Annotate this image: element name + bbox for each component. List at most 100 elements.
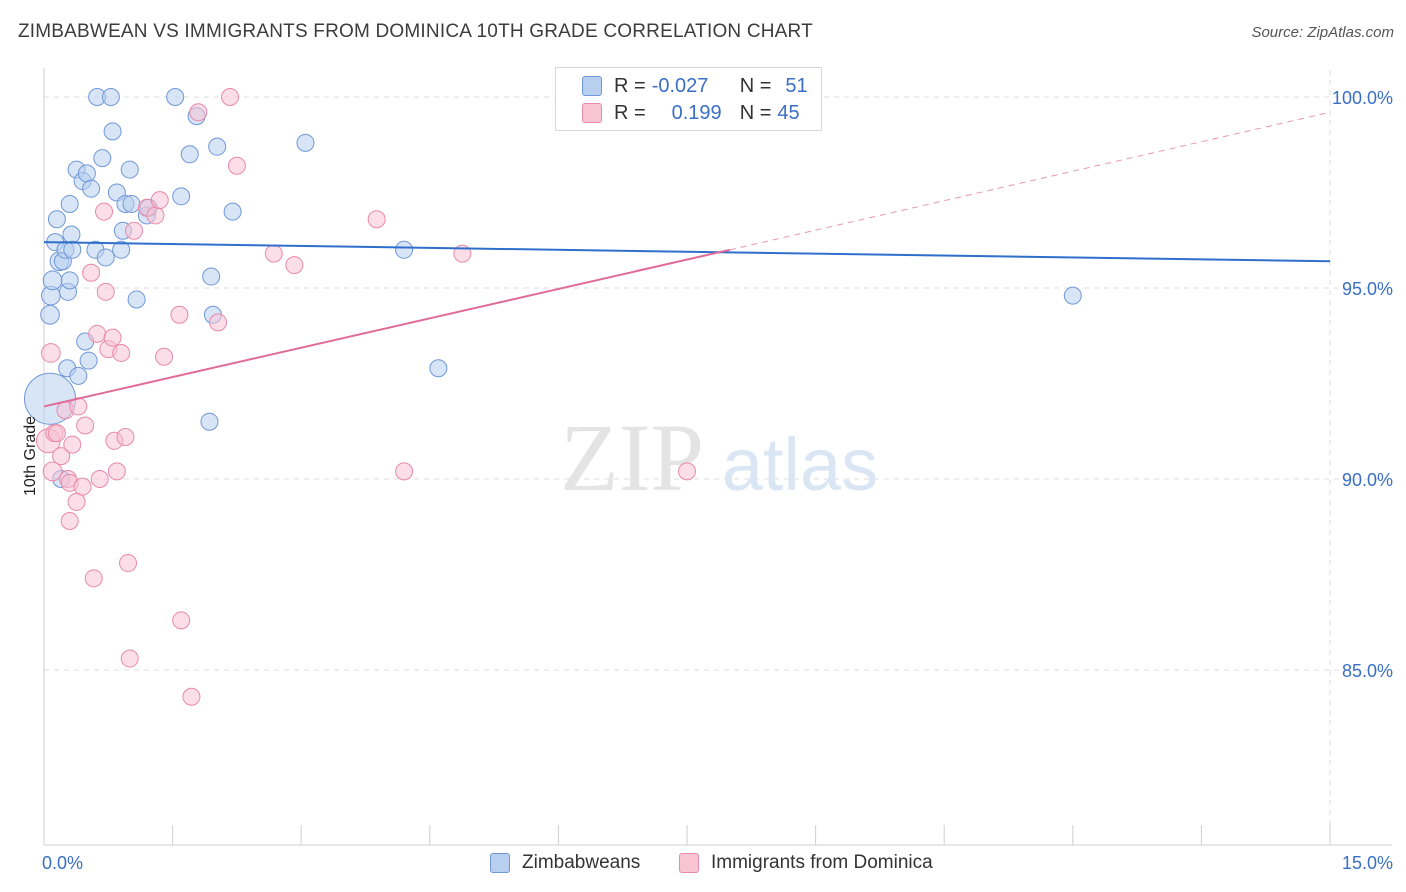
point-dominica — [170, 305, 189, 324]
point-dominica — [116, 427, 135, 446]
point-zimbabweans — [62, 225, 81, 244]
trend-lines — [43, 111, 1331, 408]
point-dominica — [125, 221, 144, 240]
point-dominica — [120, 649, 139, 668]
point-dominica — [88, 324, 107, 343]
trend-extension-dominica — [729, 111, 1331, 251]
point-zimbabweans — [112, 240, 131, 259]
point-dominica — [96, 282, 115, 301]
legend-n-label: N = — [739, 101, 772, 124]
point-dominica — [76, 416, 95, 435]
point-dominica — [47, 424, 66, 443]
point-dominica — [82, 263, 101, 282]
point-dominica — [103, 328, 122, 347]
point-zimbabweans — [1063, 286, 1082, 305]
legend-swatch-pink — [679, 853, 699, 873]
source-label: Source: ZipAtlas.com — [1251, 24, 1394, 41]
point-zimbabweans — [120, 160, 139, 179]
legend-r-value: -0.027 — [651, 74, 709, 97]
trend-line-dominica — [43, 248, 731, 408]
x-tick-label: 15.0% — [1342, 853, 1393, 873]
point-zimbabweans — [200, 412, 219, 431]
point-dominica — [95, 202, 114, 221]
point-dominica — [146, 206, 165, 225]
legend-label-zimbabweans: Zimbabweans — [522, 852, 641, 873]
point-zimbabweans — [395, 240, 414, 259]
point-dominica — [90, 470, 109, 488]
point-dominica — [221, 88, 240, 106]
legend-swatch-blue — [582, 76, 602, 96]
y-tick-label: 85.0% — [1342, 661, 1393, 681]
legend-r-value: 0.199 — [671, 101, 722, 124]
point-zimbabweans — [96, 248, 115, 267]
tick-labels: 85.0% 90.0% 95.0% 100.0% 0.0% 15.0% — [42, 88, 1393, 873]
point-dominica — [172, 611, 191, 630]
point-dominica — [73, 477, 92, 496]
legend-item-dominica[interactable]: Immigrants from Dominica — [679, 852, 933, 874]
watermark-zip: ZIP — [560, 404, 704, 511]
point-dominica — [150, 191, 169, 210]
point-dominica — [42, 461, 63, 482]
point-dominica — [67, 492, 86, 511]
point-dominica — [119, 554, 138, 573]
legend-n-value: 45 — [777, 101, 800, 124]
point-zimbabweans — [122, 194, 141, 213]
point-dominica — [182, 687, 201, 706]
point-zimbabweans — [208, 137, 227, 156]
axes — [43, 68, 1392, 846]
point-zimbabweans — [101, 88, 120, 106]
point-zimbabweans — [166, 88, 185, 106]
point-dominica — [84, 569, 103, 588]
point-zimbabweans — [103, 122, 122, 141]
watermark-atlas: atlas — [722, 423, 878, 506]
point-zimbabweans — [93, 149, 112, 168]
point-dominica — [112, 343, 131, 362]
y-tick-label: 95.0% — [1342, 279, 1393, 299]
point-zimbabweans — [47, 210, 66, 229]
point-zimbabweans — [223, 202, 242, 221]
point-zimbabweans — [79, 351, 98, 370]
point-dominica — [264, 244, 283, 263]
point-dominica — [227, 156, 246, 175]
data-points — [24, 88, 1082, 706]
point-zimbabweans — [60, 194, 79, 213]
point-dominica — [395, 462, 414, 481]
point-zimbabweans — [40, 304, 60, 325]
legend-row-dominica: R = 0.199 N = 45 — [582, 101, 800, 125]
point-zimbabweans — [202, 267, 221, 286]
point-dominica — [189, 103, 208, 122]
point-zimbabweans — [296, 133, 315, 152]
point-dominica — [63, 435, 82, 454]
legend-swatch-pink — [582, 103, 602, 123]
point-zimbabweans — [172, 187, 191, 206]
legend-swatch-blue — [490, 853, 510, 873]
chart-title: ZIMBABWEAN VS IMMIGRANTS FROM DOMINICA 1… — [18, 21, 813, 42]
point-zimbabweans — [180, 145, 199, 164]
trend-line-zimbabweans — [43, 241, 1331, 263]
legend-n-label: N = — [739, 74, 772, 97]
point-zimbabweans — [429, 359, 448, 378]
point-dominica — [41, 343, 61, 363]
y-axis-title: 10th Grade — [22, 415, 39, 497]
legend-r-label: R = — [614, 101, 646, 124]
point-dominica — [678, 462, 696, 481]
point-dominica — [107, 462, 126, 481]
x-tick-label: 0.0% — [42, 853, 83, 873]
point-zimbabweans — [127, 290, 146, 309]
legend-item-zimbabweans[interactable]: Zimbabweans — [490, 852, 640, 874]
series-legend: Zimbabweans Immigrants from Dominica — [0, 852, 1406, 876]
legend-n-value: 51 — [785, 74, 808, 97]
watermark: ZIP atlas — [560, 404, 878, 511]
grid — [44, 70, 1392, 845]
point-zimbabweans — [77, 164, 96, 183]
point-dominica — [52, 447, 71, 466]
stats-legend: R = -0.027 N = 51 R = 0.199 N = 45 — [555, 67, 822, 131]
point-dominica — [285, 256, 304, 275]
point-zimbabweans — [63, 240, 82, 259]
point-zimbabweans — [69, 366, 88, 385]
point-zimbabweans — [42, 270, 63, 291]
point-zimbabweans — [82, 179, 101, 198]
point-dominica — [367, 210, 386, 229]
point-dominica — [60, 512, 79, 531]
